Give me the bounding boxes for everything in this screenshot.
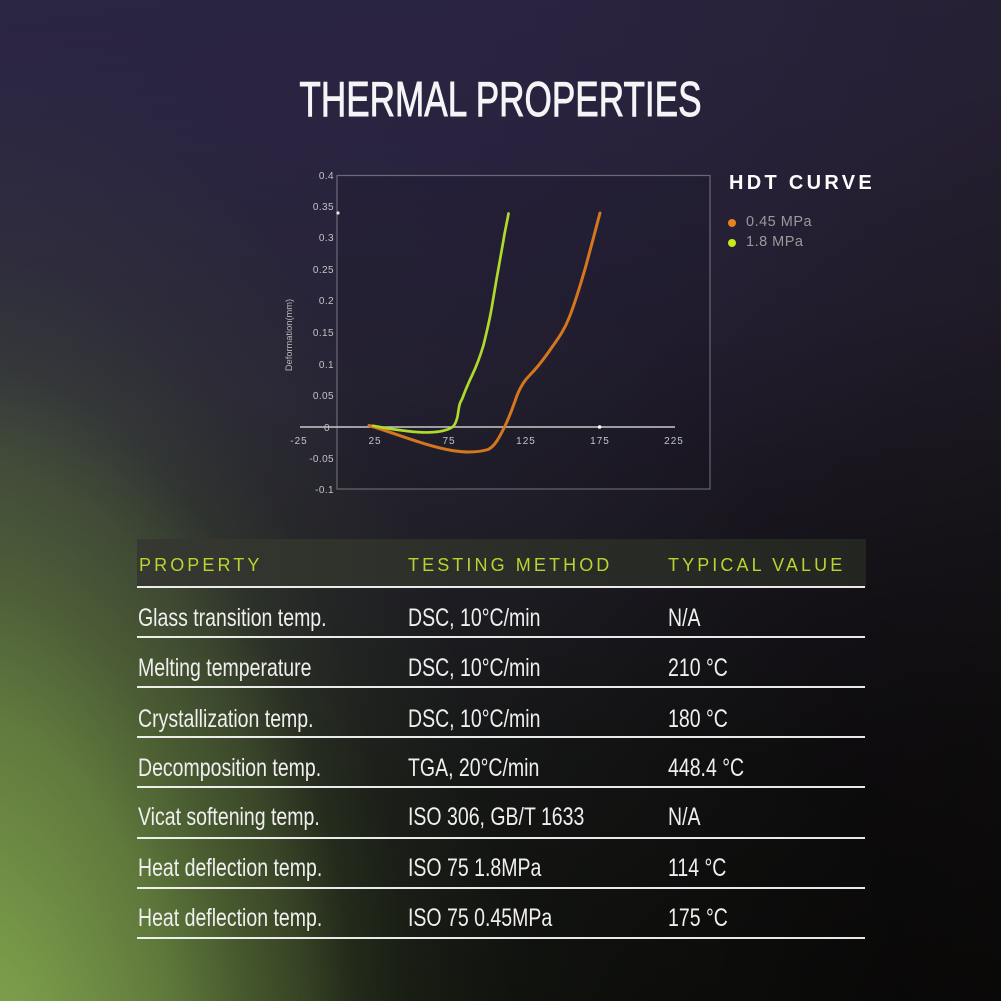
svg-text:Deformation(mm): Deformation(mm)	[284, 299, 294, 371]
svg-text:0.1: 0.1	[319, 360, 334, 371]
svg-text:175: 175	[590, 436, 610, 447]
svg-text:0.35: 0.35	[313, 202, 334, 213]
svg-text:0.4: 0.4	[319, 171, 334, 182]
svg-text:75: 75	[442, 436, 455, 447]
svg-text:-0.1: -0.1	[315, 485, 334, 496]
svg-text:-25: -25	[290, 436, 307, 447]
svg-text:0.05: 0.05	[313, 391, 334, 402]
svg-text:0.15: 0.15	[313, 328, 334, 339]
svg-text:0.25: 0.25	[313, 265, 334, 276]
svg-text:125: 125	[516, 436, 536, 447]
svg-text:-0.05: -0.05	[309, 454, 334, 465]
svg-text:0.3: 0.3	[319, 233, 334, 244]
svg-text:0: 0	[324, 423, 330, 434]
svg-text:225: 225	[664, 436, 684, 447]
svg-text:0.2: 0.2	[319, 296, 334, 307]
svg-text:25: 25	[368, 436, 381, 447]
